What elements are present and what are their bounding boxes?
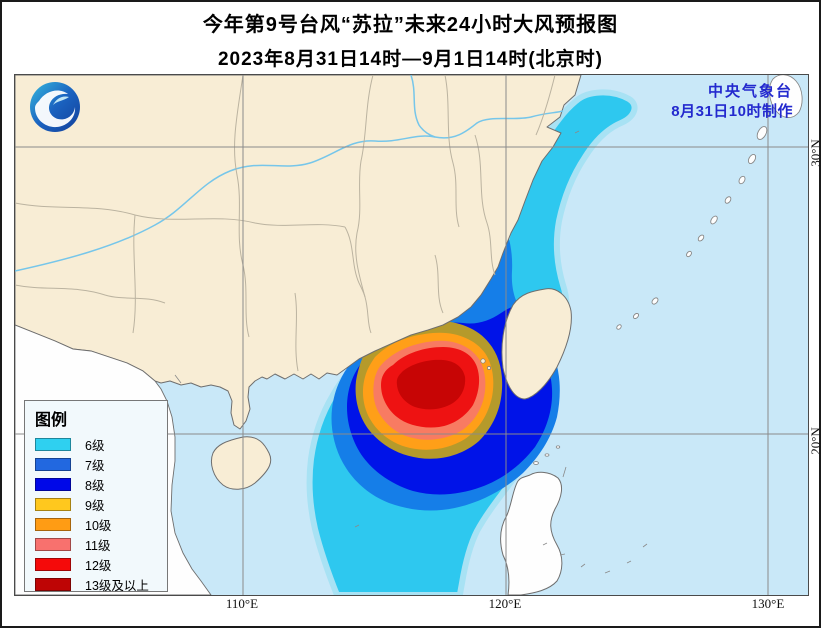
legend-row: 8级 — [35, 474, 161, 494]
cma-logo — [30, 82, 80, 132]
lon-axis: 110°E 120°E 130°E — [2, 596, 819, 616]
legend-swatch — [35, 457, 71, 471]
legend-label: 11级 — [85, 538, 111, 553]
legend-swatch — [35, 477, 71, 491]
legend-label: 8级 — [85, 478, 105, 493]
legend-row: 7级 — [35, 454, 161, 474]
shoal-marks — [174, 130, 648, 574]
credit-agency: 中央气象台 — [707, 83, 793, 100]
legend-box: 图例 6级 7级 8级 9级 10级 11级 12级 13级及以上 — [24, 400, 168, 594]
legend-items: 6级 7级 8级 9级 10级 11级 12级 13级及以上 — [35, 434, 161, 594]
legend-label: 7级 — [85, 458, 105, 473]
luzon-island — [500, 471, 563, 595]
legend-label: 6级 — [85, 438, 105, 453]
legend-row: 11级 — [35, 534, 161, 554]
lat-tick-label: 30°N — [807, 139, 821, 167]
logo-swirl-2 — [53, 96, 69, 105]
province-borders — [15, 75, 556, 372]
ryukyu-islands — [616, 75, 803, 330]
legend-swatch — [35, 557, 71, 571]
credit-issued: 8月31日10时制作 — [671, 102, 793, 120]
legend-label: 9级 — [85, 498, 105, 513]
legend-label: 10级 — [85, 518, 112, 533]
legend-row: 9级 — [35, 494, 161, 514]
lon-tick-label: 120°E — [488, 596, 522, 611]
lon-tick-label: 110°E — [225, 596, 259, 611]
legend-row: 12级 — [35, 554, 161, 574]
hainan-island — [210, 436, 272, 490]
legend-row: 6级 — [35, 434, 161, 454]
mainland-china — [15, 75, 582, 430]
credit-block: 中央气象台 8月31日10时制作 — [671, 82, 793, 121]
logo-swirl — [35, 90, 76, 128]
legend-swatch — [35, 437, 71, 451]
legend-label: 12级 — [85, 558, 112, 573]
legend-title: 图例 — [35, 412, 68, 429]
legend-swatch — [35, 577, 71, 591]
legend-row: 13级及以上 — [35, 574, 161, 594]
legend-swatch — [35, 497, 71, 511]
map-subtitle: 2023年8月31日14时—9月1日14时(北京时) — [217, 49, 604, 70]
penghu-islands — [480, 358, 491, 370]
legend-row: 10级 — [35, 514, 161, 534]
legend-swatch — [35, 517, 71, 531]
wind-band-13plus — [396, 359, 466, 410]
lat-tick-label: 20°N — [807, 427, 821, 455]
legend-swatch — [35, 537, 71, 551]
map-title: 今年第9号台风“苏拉”未来24小时大风预报图 — [202, 14, 619, 36]
taiwan-island — [501, 288, 572, 400]
title-block: 今年第9号台风“苏拉”未来24小时大风预报图 2023年8月31日14时—9月1… — [2, 8, 819, 71]
legend-label: 13级及以上 — [85, 578, 149, 593]
lon-tick-label: 130°E — [751, 596, 785, 611]
batanes-islands — [533, 445, 561, 465]
